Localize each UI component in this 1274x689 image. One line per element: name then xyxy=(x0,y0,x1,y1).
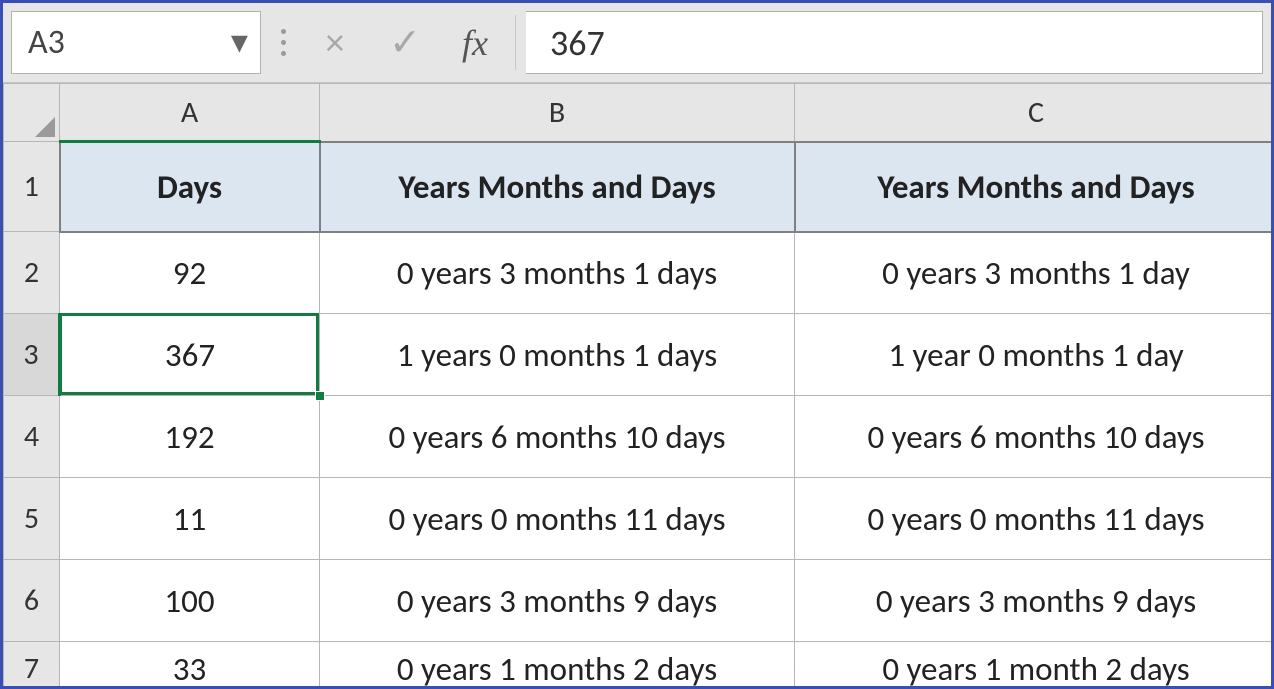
cell-C4[interactable]: 0 years 6 months 10 days xyxy=(795,396,1272,478)
table-row: 3 367 1 years 0 months 1 days 1 year 0 m… xyxy=(4,314,1272,396)
formula-bar-grip[interactable] xyxy=(271,11,295,74)
insert-function-button[interactable]: fx xyxy=(445,11,505,74)
worksheet-grid[interactable]: A B C 1 Days Years Months and Days Years… xyxy=(3,83,1271,686)
row-header[interactable]: 7 xyxy=(4,642,60,687)
row-header[interactable]: 5 xyxy=(4,478,60,560)
cell-C5[interactable]: 0 years 0 months 11 days xyxy=(795,478,1272,560)
cell-C3[interactable]: 1 year 0 months 1 day xyxy=(795,314,1272,396)
name-box[interactable]: A3 ▾ xyxy=(11,11,261,74)
column-header-row: A B C xyxy=(4,84,1272,142)
column-header-C[interactable]: C xyxy=(795,84,1272,142)
cell-C1[interactable]: Years Months and Days xyxy=(795,142,1272,232)
cell-C6[interactable]: 0 years 3 months 9 days xyxy=(795,560,1272,642)
formula-input-value: 367 xyxy=(550,21,605,65)
cancel-button[interactable]: × xyxy=(305,11,365,74)
excel-window: A3 ▾ × ✓ fx 367 A B C 1 Days Years xyxy=(0,0,1274,689)
cell-B2[interactable]: 0 years 3 months 1 days xyxy=(320,232,795,314)
cell-B7[interactable]: 0 years 1 months 2 days xyxy=(320,642,795,687)
row-header[interactable]: 3 xyxy=(4,314,60,396)
enter-button[interactable]: ✓ xyxy=(375,11,435,74)
cell-A6[interactable]: 100 xyxy=(60,560,320,642)
table-row: 5 11 0 years 0 months 11 days 0 years 0 … xyxy=(4,478,1272,560)
formula-bar: A3 ▾ × ✓ fx 367 xyxy=(3,3,1271,83)
row-header[interactable]: 2 xyxy=(4,232,60,314)
column-header-A[interactable]: A xyxy=(60,84,320,142)
name-box-value: A3 xyxy=(28,22,65,63)
cell-A4[interactable]: 192 xyxy=(60,396,320,478)
cell-A2[interactable]: 92 xyxy=(60,232,320,314)
row-header[interactable]: 1 xyxy=(4,142,60,232)
table-row: 1 Days Years Months and Days Years Month… xyxy=(4,142,1272,232)
cell-A3[interactable]: 367 xyxy=(60,314,320,396)
table-row: 7 33 0 years 1 months 2 days 0 years 1 m… xyxy=(4,642,1272,687)
sheet-table: A B C 1 Days Years Months and Days Years… xyxy=(3,83,1271,686)
cell-B5[interactable]: 0 years 0 months 11 days xyxy=(320,478,795,560)
table-row: 2 92 0 years 3 months 1 days 0 years 3 m… xyxy=(4,232,1272,314)
cell-A5[interactable]: 11 xyxy=(60,478,320,560)
row-header[interactable]: 6 xyxy=(4,560,60,642)
table-row: 4 192 0 years 6 months 10 days 0 years 6… xyxy=(4,396,1272,478)
formula-input[interactable]: 367 xyxy=(526,11,1263,74)
row-header[interactable]: 4 xyxy=(4,396,60,478)
cell-B3[interactable]: 1 years 0 months 1 days xyxy=(320,314,795,396)
column-header-B[interactable]: B xyxy=(320,84,795,142)
cell-A7[interactable]: 33 xyxy=(60,642,320,687)
cell-B4[interactable]: 0 years 6 months 10 days xyxy=(320,396,795,478)
divider xyxy=(515,15,516,70)
cell-B1[interactable]: Years Months and Days xyxy=(320,142,795,232)
cell-C2[interactable]: 0 years 3 months 1 day xyxy=(795,232,1272,314)
cell-B6[interactable]: 0 years 3 months 9 days xyxy=(320,560,795,642)
cell-C7[interactable]: 0 years 1 month 2 days xyxy=(795,642,1272,687)
select-all-corner[interactable] xyxy=(4,84,60,142)
table-row: 6 100 0 years 3 months 9 days 0 years 3 … xyxy=(4,560,1272,642)
cell-A1[interactable]: Days xyxy=(60,142,320,232)
name-box-dropdown-icon[interactable]: ▾ xyxy=(231,22,252,63)
